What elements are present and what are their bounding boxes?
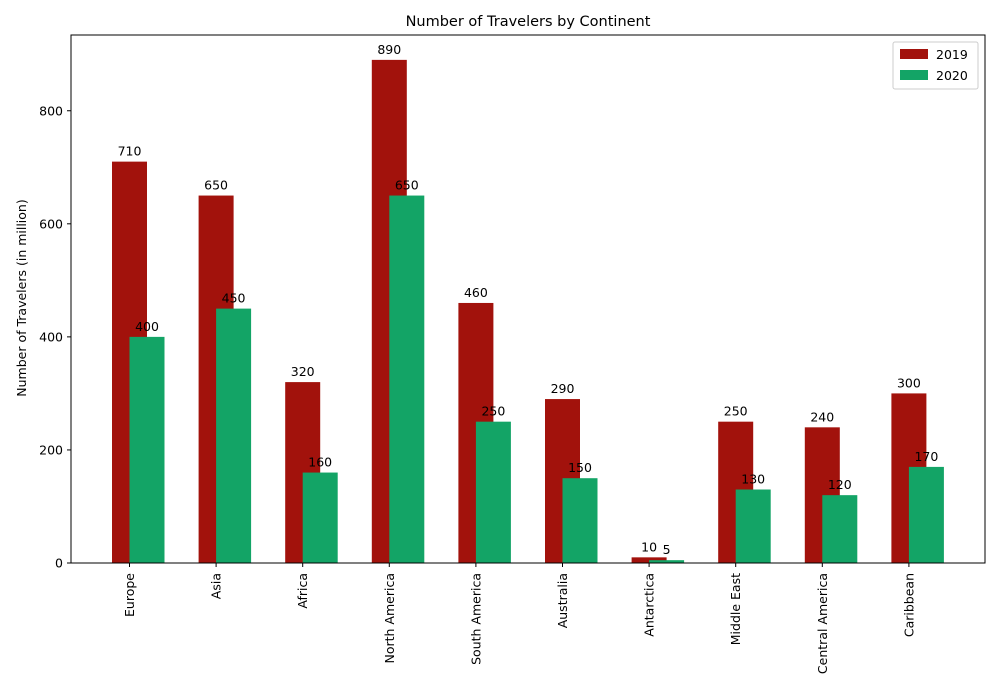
legend-swatch-2020 xyxy=(900,70,928,80)
y-tick-label-1: 200 xyxy=(39,442,63,457)
data-label-2020-8: 120 xyxy=(828,477,852,492)
data-label-2019-0: 710 xyxy=(118,144,142,159)
data-label-2020-7: 130 xyxy=(741,472,765,487)
data-label-2020-9: 170 xyxy=(914,449,938,464)
data-label-2020-4: 250 xyxy=(481,404,505,419)
legend-label-2020: 2020 xyxy=(936,68,968,83)
x-tick-label-1: Asia xyxy=(209,573,224,599)
data-label-2019-9: 300 xyxy=(897,375,921,390)
data-label-2019-3: 890 xyxy=(377,42,401,57)
x-tick-label-5: Australia xyxy=(555,573,570,628)
bar-2020-0 xyxy=(129,336,165,563)
x-tick-label-7: Middle East xyxy=(728,573,743,645)
x-tick-label-8: Central America xyxy=(815,573,830,674)
data-label-2020-6: 5 xyxy=(663,542,671,557)
bar-2020-2 xyxy=(302,472,338,563)
data-label-2020-3: 650 xyxy=(395,178,419,193)
data-label-2020-0: 400 xyxy=(135,319,159,334)
legend: 2019 2020 xyxy=(892,41,979,90)
y-axis-label: Number of Travelers (in million) xyxy=(14,199,29,396)
bar-2020-9 xyxy=(908,466,944,563)
x-tick-label-3: North America xyxy=(382,573,397,664)
data-label-2019-4: 460 xyxy=(464,285,488,300)
bar-2020-7 xyxy=(735,489,771,563)
bar-2020-5 xyxy=(562,478,598,563)
data-label-2019-6: 10 xyxy=(641,539,657,554)
bar-2020-8 xyxy=(822,495,858,563)
legend-label-2019: 2019 xyxy=(936,47,968,62)
plot-area: 710 650 320 890 460 290 10 250 240 300 400 450 160 65… xyxy=(39,42,944,674)
y-tick-label-2: 400 xyxy=(39,329,63,344)
data-label-2019-1: 650 xyxy=(204,178,228,193)
data-label-2020-1: 450 xyxy=(222,291,246,306)
chart-title: Number of Travelers by Continent xyxy=(406,14,651,30)
data-label-2020-5: 150 xyxy=(568,460,592,475)
bar-2020-4 xyxy=(475,421,511,563)
x-tick-label-4: South America xyxy=(468,573,483,665)
x-tick-label-9: Caribbean xyxy=(901,573,916,637)
bar-2020-3 xyxy=(389,195,425,563)
y-tick-label-3: 600 xyxy=(39,216,63,231)
x-tick-label-6: Antarctica xyxy=(642,573,657,637)
y-tick-label-0: 0 xyxy=(55,556,63,571)
plot-frame xyxy=(70,34,986,564)
bar-2020-1 xyxy=(216,308,252,563)
data-label-2019-7: 250 xyxy=(724,404,748,419)
data-label-2019-8: 240 xyxy=(810,409,834,424)
x-tick-label-2: Africa xyxy=(295,573,310,609)
data-label-2019-2: 320 xyxy=(291,364,315,379)
data-label-2020-2: 160 xyxy=(308,455,332,470)
data-label-2019-5: 290 xyxy=(551,381,575,396)
legend-swatch-2019 xyxy=(900,49,928,59)
x-tick-label-0: Europe xyxy=(122,573,137,617)
y-tick-label-4: 800 xyxy=(39,103,63,118)
bar-2020-6 xyxy=(649,560,685,563)
